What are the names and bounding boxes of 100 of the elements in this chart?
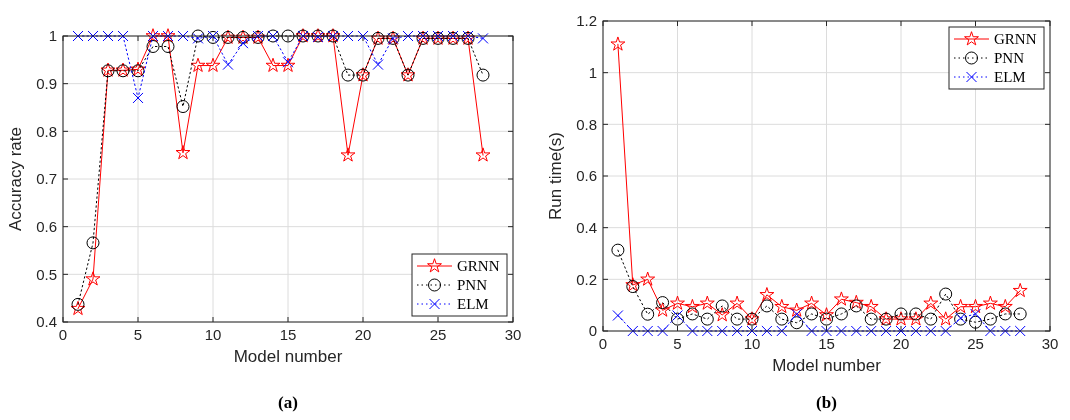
- y-tick-label: 1: [588, 63, 597, 81]
- point: [849, 299, 863, 313]
- y-tick-label: 0.5: [36, 265, 57, 283]
- point: [684, 298, 700, 314]
- point: [161, 39, 175, 53]
- point: [71, 297, 85, 311]
- x-tick-label: 30: [1041, 335, 1059, 352]
- point: [893, 311, 909, 326]
- point: [925, 325, 937, 337]
- y-tick-label: 0.6: [576, 167, 597, 185]
- legend-label: PNN: [994, 50, 1025, 67]
- point: [806, 325, 818, 337]
- point: [340, 147, 356, 162]
- point: [774, 298, 790, 314]
- point: [280, 57, 296, 72]
- point: [968, 298, 983, 314]
- point: [850, 325, 862, 337]
- point: [791, 308, 803, 320]
- point: [729, 295, 745, 310]
- point: [820, 312, 833, 326]
- point: [612, 310, 624, 321]
- point: [998, 307, 1012, 321]
- point: [940, 325, 952, 337]
- point: [175, 144, 191, 160]
- point: [984, 325, 996, 337]
- point: [715, 299, 729, 313]
- x-axis-title: Model number: [233, 347, 343, 366]
- point: [776, 325, 788, 337]
- x-tick-label: 15: [279, 326, 297, 343]
- point: [731, 325, 743, 337]
- point: [789, 302, 805, 317]
- point: [642, 325, 654, 337]
- point: [775, 312, 789, 326]
- point: [790, 316, 804, 330]
- y-tick-label: 0.2: [576, 270, 597, 288]
- x-tick-label: 20: [892, 335, 910, 352]
- point: [475, 147, 491, 162]
- point: [716, 325, 728, 337]
- x-tick-label: 10: [204, 326, 222, 343]
- point: [146, 39, 160, 53]
- y-tick-label: 0.8: [36, 122, 57, 140]
- point: [939, 287, 953, 301]
- point: [714, 307, 730, 322]
- point: [1012, 282, 1028, 298]
- point: [341, 68, 355, 82]
- point: [282, 56, 294, 68]
- point: [908, 311, 924, 326]
- y-tick-label: 1.2: [576, 12, 597, 30]
- point: [190, 57, 206, 72]
- point: [699, 295, 715, 310]
- point: [848, 294, 864, 309]
- x-tick-label: 5: [133, 326, 143, 343]
- point: [760, 299, 774, 313]
- x-tick-label: 10: [743, 335, 761, 352]
- y-tick-label: 0.7: [36, 170, 57, 188]
- y-tick-label: 0.4: [36, 313, 57, 331]
- x-tick-label: 0: [58, 326, 68, 343]
- point: [610, 36, 626, 51]
- legend-label: GRNN: [994, 31, 1037, 48]
- point: [671, 312, 684, 326]
- point: [1014, 325, 1026, 337]
- point: [804, 295, 820, 310]
- point: [477, 32, 489, 44]
- point: [281, 29, 295, 43]
- point: [237, 37, 249, 49]
- point: [805, 307, 819, 321]
- point: [997, 298, 1013, 314]
- point: [865, 325, 877, 337]
- x-tick-label: 25: [429, 326, 447, 343]
- point: [834, 307, 848, 321]
- point: [176, 100, 190, 114]
- legend-label: ELM: [457, 296, 489, 313]
- point: [821, 325, 832, 337]
- legend-label: PNN: [457, 277, 488, 294]
- point: [999, 325, 1011, 337]
- y-tick-label: 1: [48, 27, 57, 45]
- point: [641, 307, 655, 321]
- y-tick-label: 0.6: [36, 217, 57, 235]
- point: [670, 295, 685, 310]
- point: [372, 59, 384, 71]
- x-tick-label: 20: [354, 326, 372, 343]
- point: [70, 300, 86, 316]
- x-axis-title: Model number: [772, 356, 882, 375]
- text: (a): [278, 393, 298, 412]
- y-axis-title: Run time(s): [546, 132, 565, 220]
- text: (b): [816, 393, 837, 412]
- point: [924, 312, 938, 326]
- point: [627, 325, 639, 337]
- point: [970, 308, 981, 320]
- y-axis-title: Accuracy rate: [6, 127, 25, 231]
- point: [657, 325, 669, 337]
- x-tick-label: 5: [673, 335, 682, 352]
- point: [700, 312, 714, 326]
- point: [701, 325, 713, 337]
- point: [761, 325, 773, 337]
- y-tick-label: 0.8: [576, 115, 597, 133]
- point: [982, 295, 998, 310]
- point: [655, 302, 671, 317]
- x-tick-label: 30: [504, 326, 522, 343]
- point: [880, 325, 892, 337]
